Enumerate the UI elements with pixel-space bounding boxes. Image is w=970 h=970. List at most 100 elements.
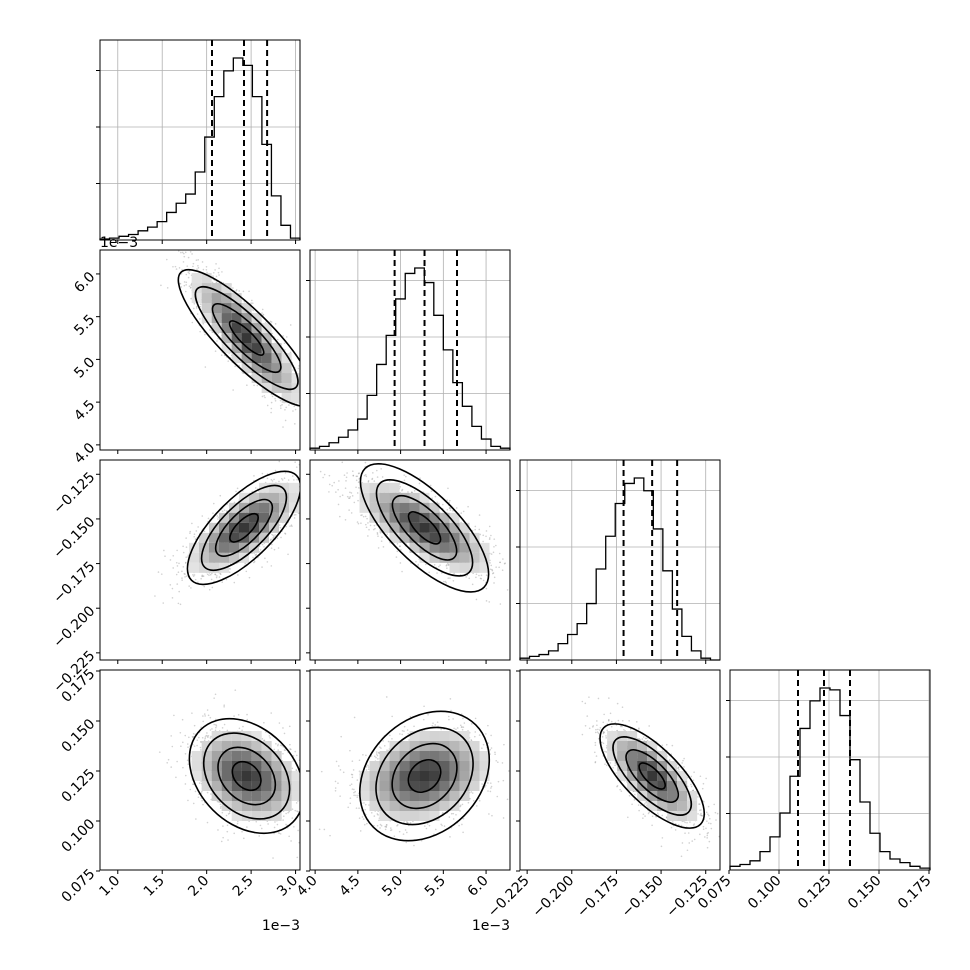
sample-point bbox=[232, 287, 234, 289]
density-cell bbox=[199, 562, 209, 573]
sample-point bbox=[179, 282, 182, 285]
sample-point bbox=[209, 573, 212, 576]
density-cell bbox=[281, 373, 292, 384]
sample-point bbox=[443, 580, 445, 583]
sample-point bbox=[292, 410, 294, 412]
sample-point bbox=[185, 537, 187, 539]
density-cell bbox=[271, 373, 282, 384]
sample-point bbox=[273, 478, 275, 481]
sample-point bbox=[252, 309, 254, 312]
sample-point bbox=[377, 535, 379, 537]
sample-point bbox=[238, 290, 241, 292]
density-cell bbox=[191, 273, 202, 284]
sample-point bbox=[363, 474, 366, 477]
sample-point bbox=[489, 559, 491, 562]
sample-point bbox=[225, 578, 228, 581]
sample-point bbox=[506, 589, 509, 591]
sample-point bbox=[195, 305, 198, 308]
sample-point bbox=[214, 269, 216, 271]
sample-point bbox=[180, 272, 183, 275]
density-cell bbox=[259, 512, 269, 523]
sample-point bbox=[304, 485, 306, 487]
sample-point bbox=[166, 287, 169, 289]
sample-point bbox=[273, 548, 276, 551]
sample-point bbox=[449, 509, 452, 511]
sample-point bbox=[271, 480, 274, 482]
density-cell bbox=[249, 502, 259, 513]
sample-point bbox=[320, 426, 322, 428]
sample-point bbox=[193, 533, 196, 536]
sample-point bbox=[199, 305, 202, 308]
sample-point bbox=[177, 247, 179, 249]
sample-point bbox=[223, 509, 226, 512]
sample-point bbox=[178, 562, 180, 565]
sample-point bbox=[189, 530, 192, 533]
density-cell bbox=[211, 283, 222, 294]
sample-point bbox=[287, 553, 289, 556]
sample-point bbox=[195, 259, 198, 261]
contour-line-0 bbox=[229, 512, 259, 543]
sample-point bbox=[413, 490, 416, 492]
sample-point bbox=[338, 480, 340, 482]
sample-point bbox=[208, 588, 211, 591]
sample-point bbox=[193, 302, 196, 305]
density-cell bbox=[199, 552, 209, 563]
sample-point bbox=[300, 367, 302, 369]
sample-point bbox=[326, 397, 328, 399]
sample-point bbox=[190, 284, 193, 286]
sample-point bbox=[192, 265, 194, 268]
sample-point bbox=[395, 556, 398, 558]
density-cell bbox=[279, 492, 289, 503]
density-cell bbox=[289, 502, 299, 513]
sample-point bbox=[475, 573, 478, 576]
sample-point bbox=[337, 488, 339, 491]
sample-point bbox=[212, 502, 215, 505]
panel-frame bbox=[309, 249, 511, 451]
sample-point bbox=[303, 363, 305, 365]
sample-point bbox=[154, 595, 156, 597]
sample-point bbox=[248, 576, 251, 579]
sample-point bbox=[305, 402, 307, 404]
sample-point bbox=[194, 578, 197, 581]
density-cell bbox=[231, 353, 242, 364]
sample-point bbox=[357, 522, 360, 525]
sample-point bbox=[485, 600, 488, 602]
sample-point bbox=[475, 598, 478, 601]
sample-point bbox=[373, 480, 376, 482]
sample-point bbox=[276, 338, 279, 341]
sample-point bbox=[400, 549, 402, 551]
density-cell bbox=[261, 323, 272, 334]
sample-point bbox=[187, 554, 190, 557]
sample-point bbox=[446, 499, 448, 502]
hist-step-3 bbox=[729, 687, 931, 870]
sample-point bbox=[313, 493, 315, 495]
density-cell bbox=[229, 542, 239, 553]
sample-point bbox=[233, 501, 236, 504]
sample-point bbox=[273, 535, 275, 538]
sample-point bbox=[205, 268, 208, 271]
sample-point bbox=[278, 480, 280, 483]
sample-point bbox=[210, 578, 213, 581]
sample-point bbox=[200, 577, 202, 580]
sample-point bbox=[307, 404, 309, 406]
sample-point bbox=[452, 580, 455, 582]
density-cell bbox=[201, 313, 212, 324]
sample-point bbox=[452, 510, 454, 512]
sample-point bbox=[193, 535, 195, 538]
sample-point bbox=[331, 418, 333, 420]
sample-point bbox=[488, 537, 491, 539]
sample-point bbox=[213, 580, 215, 583]
sample-point bbox=[269, 539, 272, 541]
density-cell bbox=[231, 343, 242, 354]
sample-point bbox=[430, 490, 433, 492]
sample-point bbox=[215, 576, 218, 579]
sample-point bbox=[192, 262, 195, 265]
density-cell bbox=[241, 353, 252, 364]
sample-point bbox=[293, 514, 296, 516]
sample-point bbox=[301, 402, 303, 404]
sample-point bbox=[216, 340, 218, 342]
sample-point bbox=[157, 571, 160, 573]
density-cell bbox=[251, 323, 262, 334]
sample-point bbox=[293, 479, 295, 481]
sample-point bbox=[264, 396, 266, 399]
